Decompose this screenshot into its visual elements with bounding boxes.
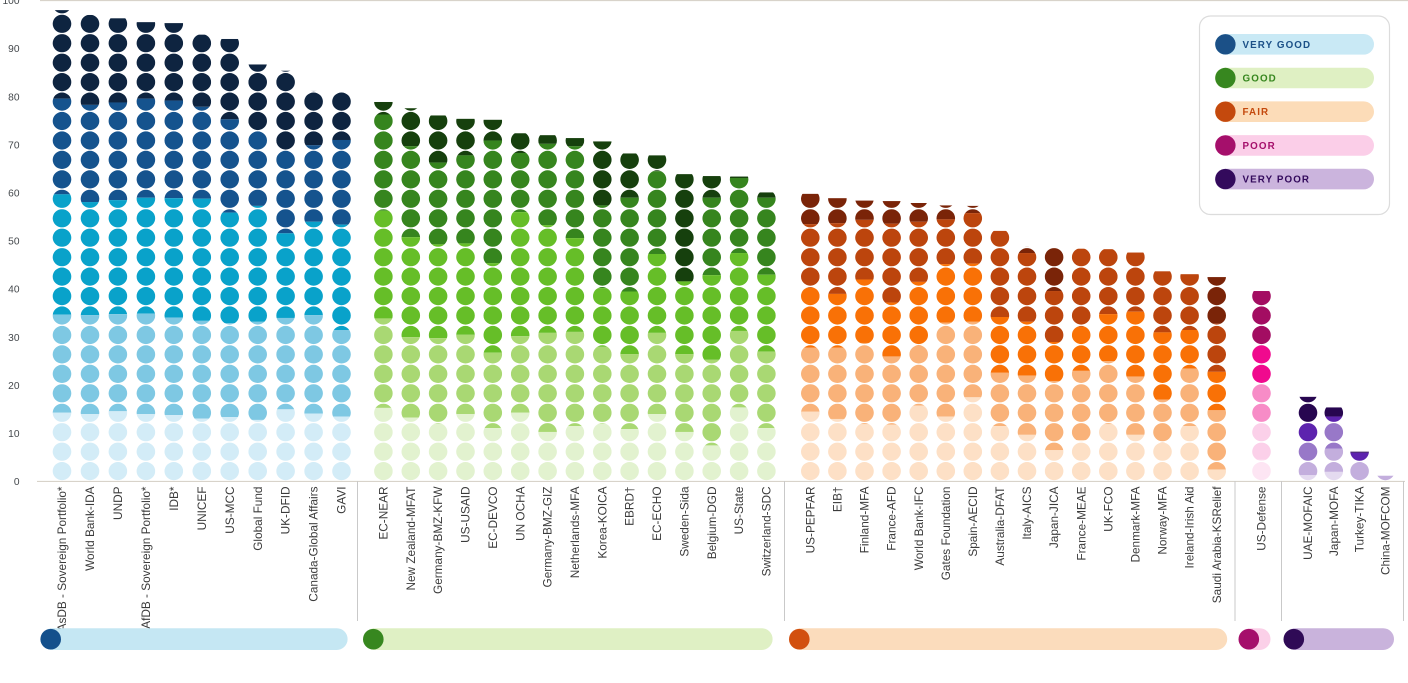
svg-text:Sweden-Sida: Sweden-Sida (678, 486, 692, 557)
svg-text:VERY GOOD: VERY GOOD (1243, 40, 1312, 51)
svg-text:Italy-AICS: Italy-AICS (1020, 486, 1034, 539)
svg-text:100: 100 (3, 0, 20, 7)
svg-text:EC-DEVCO: EC-DEVCO (486, 487, 500, 549)
svg-text:IDB*: IDB* (167, 486, 181, 511)
svg-text:Switzerland-SDC: Switzerland-SDC (760, 486, 774, 576)
svg-text:Turkey-TIKA: Turkey-TIKA (1353, 486, 1367, 552)
svg-text:New Zealand-MFAT: New Zealand-MFAT (404, 487, 418, 591)
svg-text:France-AFD: France-AFD (885, 487, 899, 551)
svg-text:40: 40 (8, 285, 20, 296)
svg-text:China-MOFCOM: China-MOFCOM (1379, 487, 1393, 575)
svg-text:20: 20 (8, 381, 20, 392)
svg-text:0: 0 (14, 477, 20, 488)
svg-text:90: 90 (8, 44, 20, 55)
svg-text:US-Defense: US-Defense (1255, 486, 1269, 551)
svg-text:30: 30 (8, 333, 20, 344)
svg-text:AsDB - Sovereign Portfolio*: AsDB - Sovereign Portfolio* (55, 486, 69, 631)
svg-text:Japan-JICA: Japan-JICA (1047, 486, 1061, 548)
svg-text:Belgium-DGD: Belgium-DGD (705, 487, 719, 560)
svg-text:Norway-MFA: Norway-MFA (1156, 486, 1170, 554)
svg-text:UAE-MOFAIC: UAE-MOFAIC (1301, 486, 1315, 560)
svg-text:EIB†: EIB† (831, 487, 845, 513)
svg-text:Germany-BMZ-GIZ: Germany-BMZ-GIZ (541, 487, 555, 588)
svg-text:Gates Foundation: Gates Foundation (939, 487, 953, 581)
svg-text:Saudi Arabia-KSRelief: Saudi Arabia-KSRelief (1210, 486, 1224, 603)
svg-text:60: 60 (8, 189, 20, 200)
svg-text:UK-FCO: UK-FCO (1101, 487, 1115, 532)
svg-text:Ireland-Irish Aid: Ireland-Irish Aid (1183, 487, 1197, 569)
svg-text:EBRD†: EBRD† (623, 487, 637, 526)
svg-text:Australia-DFAT: Australia-DFAT (993, 487, 1007, 566)
svg-text:10: 10 (8, 429, 20, 440)
svg-text:World Bank-IFC: World Bank-IFC (912, 486, 926, 570)
svg-text:US-PEPFAR: US-PEPFAR (803, 487, 817, 554)
svg-text:GOOD: GOOD (1243, 74, 1277, 85)
svg-text:Denmark-MFA: Denmark-MFA (1129, 486, 1143, 562)
svg-text:UN OCHA: UN OCHA (513, 486, 527, 541)
svg-text:70: 70 (8, 140, 20, 151)
svg-text:US-MCC: US-MCC (223, 486, 237, 534)
svg-text:EC-NEAR: EC-NEAR (377, 487, 391, 540)
svg-text:UNDP: UNDP (111, 486, 125, 520)
svg-text:GAVI: GAVI (335, 487, 349, 514)
svg-text:France-MEAE: France-MEAE (1074, 486, 1088, 560)
svg-text:POOR: POOR (1243, 141, 1276, 152)
svg-text:Spain-AECID: Spain-AECID (966, 487, 980, 557)
svg-text:US-State: US-State (732, 486, 746, 534)
svg-text:EC-ECHO: EC-ECHO (650, 487, 664, 541)
svg-text:FAIR: FAIR (1243, 107, 1270, 118)
svg-text:Canada-Global Affairs: Canada-Global Affairs (307, 486, 321, 601)
svg-text:UNICEF: UNICEF (195, 487, 209, 531)
svg-text:World Bank-IDA: World Bank-IDA (83, 486, 97, 570)
svg-text:Korea-KOICA: Korea-KOICA (595, 486, 609, 558)
svg-text:UK-DFID: UK-DFID (279, 487, 293, 535)
svg-text:80: 80 (8, 92, 20, 103)
svg-text:Germany-BMZ-KFW: Germany-BMZ-KFW (431, 486, 445, 594)
svg-text:Japan-MOFA: Japan-MOFA (1327, 486, 1341, 556)
svg-text:Finland-MFA: Finland-MFA (858, 486, 872, 553)
svg-text:Netherlands-MFA: Netherlands-MFA (568, 486, 582, 578)
svg-text:VERY POOR: VERY POOR (1243, 175, 1311, 186)
svg-text:Global Fund: Global Fund (251, 487, 265, 551)
svg-text:US-USAID: US-USAID (459, 487, 473, 543)
svg-text:50: 50 (8, 237, 20, 248)
svg-text:AfDB - Sovereign Portfolio*: AfDB - Sovereign Portfolio* (139, 486, 153, 629)
